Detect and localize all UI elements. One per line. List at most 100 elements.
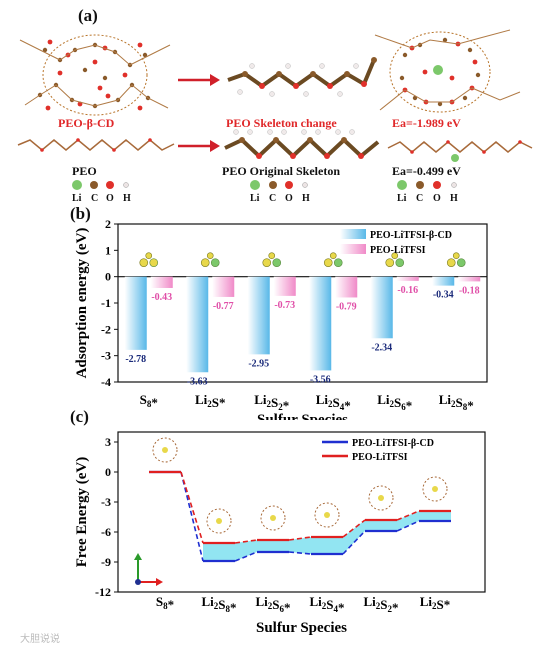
panel-c-label: (c) <box>70 407 89 426</box>
y-tick-label: -4 <box>101 375 111 389</box>
panel-a-label: (a) <box>78 6 98 25</box>
sulfur-species-molecule-icon <box>139 252 159 267</box>
legend-label: PEO-LiTFSI-β-CD <box>370 230 452 241</box>
y-axis-label: Free Energy (eV) <box>74 457 90 568</box>
atom-label-c: C <box>416 193 424 204</box>
sulfur-species-molecule-icon <box>262 252 282 267</box>
atom-legend-right <box>397 180 457 190</box>
x-tick-label: Li2S8* <box>439 392 474 413</box>
adsorption-energy-chart: -4 -3 -2 -1 0 1 2 Adsorption energy (eV) -2.78 -0… <box>74 217 488 420</box>
atom-label-h: H <box>450 193 458 204</box>
x-tick-label: Li2S4* <box>309 594 344 615</box>
energy-connector <box>288 551 312 555</box>
y-tick-label: -2 <box>101 322 111 336</box>
x-tick-label: Li2S6* <box>377 392 412 413</box>
atom-label-o: O <box>106 193 114 204</box>
bar <box>247 276 270 355</box>
legend-swatch <box>340 244 366 254</box>
legend-label: PEO-LiTFSI <box>370 245 426 256</box>
structure-thumbnail <box>422 476 448 502</box>
bar-value-label: -0.43 <box>151 292 172 303</box>
bar-value-label: -2.34 <box>371 342 392 353</box>
legend-label: PEO-LiTFSI-β-CD <box>352 438 434 449</box>
peo-skeleton-change-structure <box>227 57 377 97</box>
ea-bottom-structure-image <box>387 140 533 162</box>
legend-label: PEO-LiTFSI <box>352 452 408 463</box>
label-ea-bottom: Ea=-0.499 eV <box>392 164 461 178</box>
x-tick-label: S8* <box>140 392 158 410</box>
free-energy-chart: -12 -9 -6 -3 0 3 Free Energy (eV) S8* Li2S8* Li2S… <box>74 431 486 636</box>
legend: PEO-LiTFSI-β-CD PEO-LiTFSI <box>322 438 434 463</box>
bar <box>432 276 455 286</box>
x-tick-label: Li2S2* <box>363 594 398 615</box>
sulfur-species-molecule-icon <box>385 252 405 267</box>
y-tick-label: 2 <box>105 217 111 231</box>
atom-label-h: H <box>302 193 310 204</box>
atom-label-h: H <box>123 193 131 204</box>
atom-legend-left <box>72 180 129 190</box>
label-peo-original-skeleton: PEO Original Skeleton <box>222 164 341 178</box>
x-tick-label: Li2S* <box>420 594 451 612</box>
atom-label-o: O <box>285 193 293 204</box>
watermark: 大胆说说 <box>20 634 60 645</box>
legend: PEO-LiTFSI-β-CD PEO-LiTFSI <box>340 229 452 256</box>
series-peo-litfsi-bcd <box>149 470 451 563</box>
structure-thumbnail <box>368 485 394 511</box>
x-tick-label: Li2S6* <box>255 594 290 615</box>
atom-label-li: Li <box>72 193 82 204</box>
energy-connector <box>180 471 204 544</box>
legend-swatch <box>340 229 366 239</box>
label-peo: PEO <box>72 164 97 178</box>
series-peo-litfsi <box>149 470 451 545</box>
bar <box>124 276 147 350</box>
sulfur-species-molecule-icon <box>200 252 220 267</box>
energy-connector <box>342 530 366 555</box>
atom-label-c: C <box>91 193 99 204</box>
bar-value-label: -0.77 <box>213 301 234 312</box>
energy-connector <box>396 510 420 521</box>
x-tick-label: Li2S* <box>195 392 226 410</box>
x-tick-label: Li2S8* <box>201 594 236 615</box>
plot-frame <box>117 431 486 593</box>
energy-difference-region <box>203 511 451 561</box>
arrow-to-skeleton-change <box>178 74 220 86</box>
structure-thumbnail <box>152 437 178 463</box>
plot-frame <box>117 223 488 383</box>
atom-label-li: Li <box>250 193 260 204</box>
y-tick-label: -3 <box>101 349 111 363</box>
y-tick-label: 0 <box>105 270 111 284</box>
y-tick-label: 0 <box>105 465 111 479</box>
bar-value-label: -0.18 <box>459 285 480 296</box>
bar <box>212 276 235 297</box>
sulfur-species-molecule-icon <box>446 252 466 267</box>
x-tick-label: S8* <box>156 594 174 612</box>
bar-value-label: -0.79 <box>336 301 357 312</box>
structure-thumbnail <box>206 508 232 534</box>
bar <box>186 276 209 373</box>
atom-label-o: O <box>433 193 441 204</box>
x-tick-label: Li2S2* <box>254 392 289 413</box>
label-ea-top: Ea=-1.989 eV <box>392 116 461 130</box>
bar <box>335 276 358 298</box>
bar <box>370 276 393 339</box>
atom-legend-middle <box>250 180 308 190</box>
bar-value-label: -2.78 <box>125 354 146 365</box>
arrow-to-original-skeleton <box>178 140 220 152</box>
structure-thumbnail <box>314 502 340 528</box>
sulfur-species-molecule-icon <box>323 252 343 267</box>
bar <box>458 276 481 282</box>
y-tick-label: -6 <box>101 525 111 539</box>
y-tick-label: -1 <box>101 296 111 310</box>
y-tick-label: -3 <box>101 495 111 509</box>
x-axis-label: Sulfur Species <box>257 412 348 420</box>
panel-a-structures <box>17 29 533 190</box>
energy-connector <box>234 551 258 562</box>
bar-value-label: -2.95 <box>248 358 269 369</box>
peo-original-skeleton-structure <box>224 129 380 159</box>
atom-label-c: C <box>269 193 277 204</box>
ea-top-structure-image <box>374 29 521 113</box>
panel-b-label: (b) <box>70 204 91 223</box>
bar <box>396 276 419 281</box>
structure-thumbnail <box>260 505 286 531</box>
bar-value-label: -0.73 <box>274 300 295 311</box>
